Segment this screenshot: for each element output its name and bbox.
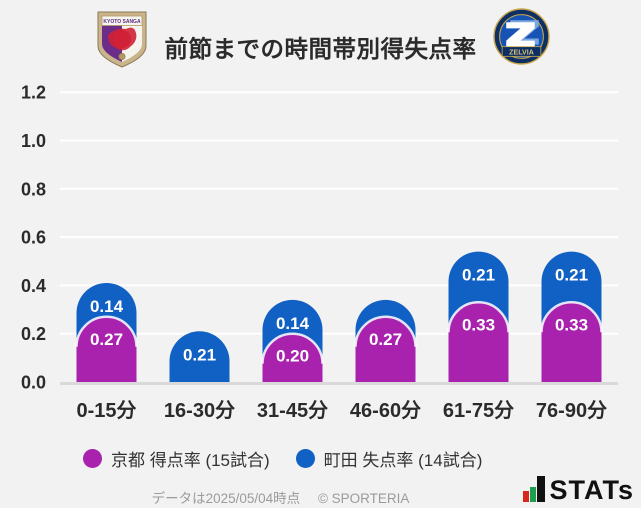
kyoto-legend-label: 京都 得点率 (15試合)	[111, 451, 270, 470]
y-tick-label: 0.2	[21, 324, 46, 344]
machida-value-label: 0.14	[276, 314, 310, 333]
machida-value-label: 0.21	[462, 266, 495, 285]
kyoto-value-label: 0.27	[90, 330, 123, 349]
kyoto-sanga-logo: KYOTO SANGA	[97, 11, 147, 68]
bar-kyoto	[541, 302, 602, 382]
kyoto-value-label: 0.33	[462, 315, 495, 334]
y-tick-label: 1.2	[21, 83, 46, 103]
y-tick-label: 0.6	[21, 228, 46, 248]
kyoto-legend-dot	[83, 449, 102, 468]
legend-item-machida: 町田 失点率 (14試合)	[295, 446, 483, 471]
kyoto-value-label: 0.20	[276, 347, 309, 366]
bar-kyoto	[76, 316, 137, 382]
chart-legend: 京都 得点率 (15試合) 町田 失点率 (14試合)	[83, 446, 482, 471]
bar-cap-outline	[354, 315, 417, 347]
zelvia-sub-text: FC MACHIDA	[511, 43, 532, 47]
machida-legend-label: 町田 失点率 (14試合)	[323, 451, 483, 470]
zelvia-crest-text: ZELVIA	[509, 48, 534, 56]
x-category-label: 0-15分	[76, 399, 136, 420]
machida-value-label: 0.21	[555, 266, 588, 285]
page-title: 前節までの時間帯別得失点率	[164, 36, 477, 62]
bar-kyoto	[355, 316, 416, 382]
kyoto-crest-text: KYOTO SANGA	[103, 19, 141, 25]
legend-item-kyoto: 京都 得点率 (15試合)	[83, 446, 270, 471]
bar-cap-outline	[75, 315, 138, 347]
phoenix-mark	[108, 27, 137, 51]
x-category-label: 31-45分	[257, 399, 328, 420]
stats-brand-text: STATs	[549, 475, 634, 505]
machida-legend-dot	[295, 449, 315, 468]
kyoto-value-label: 0.27	[369, 330, 402, 349]
stats-brand-logo: STATs	[522, 474, 635, 505]
y-tick-label: 0.4	[21, 276, 46, 296]
bar-machida	[169, 331, 230, 382]
copyright-note: © SPORTERIA	[317, 491, 410, 506]
x-category-label: 16-30分	[164, 399, 235, 420]
x-category-label: 46-60分	[350, 399, 421, 420]
data-date-note: データは2025/05/04時点	[151, 491, 301, 506]
bar-chart: 0.0 0.2 0.4 0.6 0.8 1.0 1.2 0.14 0.27 0-15分 0.21 16…	[21, 83, 618, 420]
machida-value-label: 0.14	[90, 297, 124, 316]
bar-cap-outline	[540, 301, 603, 333]
x-category-label: 61-75分	[443, 399, 514, 420]
bar-cap-outline	[261, 332, 324, 364]
bar-kyoto	[262, 333, 323, 382]
bar-cap-outline	[447, 301, 510, 333]
machida-value-label: 0.21	[183, 345, 216, 364]
kyoto-value-label: 0.33	[555, 315, 588, 334]
y-tick-label: 0.8	[21, 179, 46, 199]
footer-note: データは2025/05/04時点 © SPORTERIA	[0, 487, 561, 507]
bar-kyoto	[448, 302, 509, 382]
x-category-label: 76-90分	[536, 399, 607, 420]
machida-zelvia-logo: FC MACHIDA ZELVIA	[493, 8, 550, 65]
y-tick-label: 1.0	[21, 131, 46, 151]
bar-chart-icon	[522, 476, 545, 504]
zelvia-z	[506, 22, 535, 47]
y-tick-label: 0.0	[21, 373, 46, 393]
